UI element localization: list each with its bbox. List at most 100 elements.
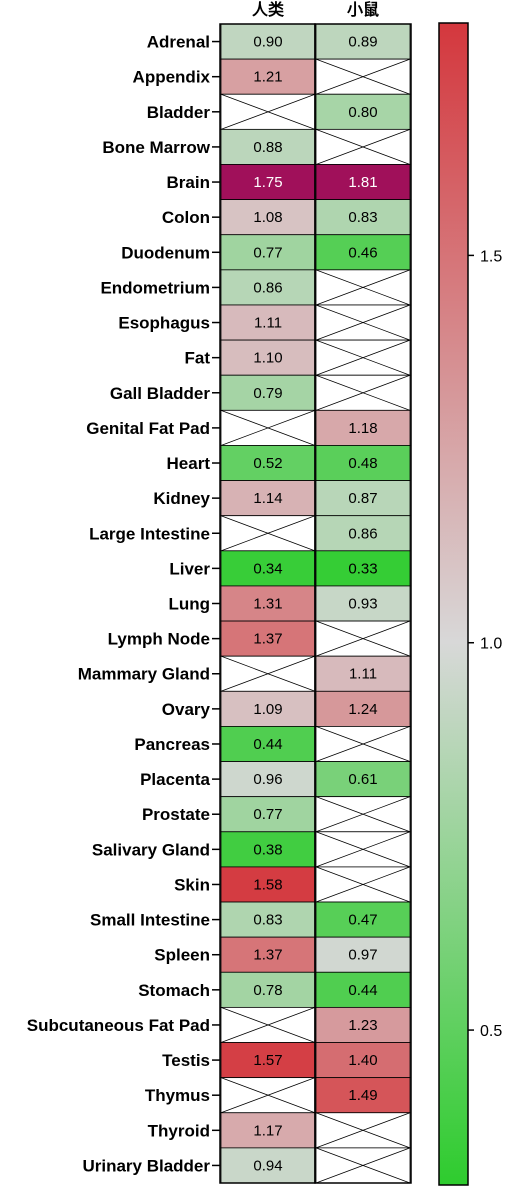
empty-cell-cross bbox=[315, 58, 411, 95]
colorbar-tick-label: 1.0 bbox=[480, 636, 502, 653]
empty-cell-cross bbox=[220, 655, 316, 692]
empty-cell-cross bbox=[315, 866, 411, 903]
empty-cell-cross bbox=[220, 93, 316, 130]
cell-value: 0.44 bbox=[348, 982, 377, 999]
heatmap-cell bbox=[315, 690, 411, 727]
heatmap-cell bbox=[315, 936, 411, 973]
heatmap-cell bbox=[315, 550, 411, 587]
row-label: Bladder bbox=[147, 103, 211, 122]
row-label: Appendix bbox=[133, 68, 211, 87]
column-labels: 人类 小鼠 bbox=[252, 0, 379, 19]
cell-value: 0.86 bbox=[348, 525, 377, 542]
cell-value: 1.57 bbox=[253, 1052, 282, 1069]
row-labels: Adrenal Appendix Bladder Bone Marrow Brain Co… bbox=[27, 33, 220, 1175]
heatmap-cell bbox=[220, 164, 316, 201]
row-label: Thymus bbox=[145, 1086, 210, 1105]
cell-value: 0.61 bbox=[348, 771, 377, 788]
cell-value: 0.80 bbox=[348, 104, 377, 121]
heatmap-cell bbox=[220, 1112, 316, 1149]
empty-cell-cross bbox=[315, 1112, 411, 1149]
cell-value: 1.23 bbox=[348, 1017, 377, 1034]
heatmap-cells: 0.90 0.89 1.21 0.80 0.88 1.75 1.81 1.08 0.83 0.77… bbox=[220, 23, 411, 1184]
row-label: Large Intestine bbox=[89, 524, 210, 543]
cell-value: 1.11 bbox=[349, 666, 377, 683]
cell-value: 0.83 bbox=[348, 209, 377, 226]
row-label: Adrenal bbox=[147, 33, 210, 52]
empty-cell-cross bbox=[315, 831, 411, 868]
cell-value: 1.24 bbox=[348, 701, 377, 718]
heatmap-cell bbox=[315, 93, 411, 130]
row-label: Genital Fat Pad bbox=[86, 419, 210, 438]
heatmap-cell bbox=[220, 761, 316, 798]
row-label: Bone Marrow bbox=[102, 138, 210, 157]
row-label: Liver bbox=[169, 559, 210, 578]
cell-value: 1.40 bbox=[348, 1052, 377, 1069]
row-label: Pancreas bbox=[134, 735, 210, 754]
row-label: Small Intestine bbox=[90, 911, 210, 930]
row-label: Heart bbox=[167, 454, 211, 473]
heatmap-cell bbox=[315, 655, 411, 692]
heatmap-cell bbox=[315, 480, 411, 517]
empty-cell-cross bbox=[220, 515, 316, 552]
heatmap-cell bbox=[220, 445, 316, 481]
cell-value: 0.46 bbox=[348, 244, 377, 261]
cell-value: 0.44 bbox=[253, 736, 282, 753]
heatmap-cell bbox=[220, 128, 316, 165]
colorbar-gradient bbox=[438, 22, 469, 1186]
row-label: Subcutaneous Fat Pad bbox=[27, 1016, 210, 1035]
row-label: Lung bbox=[168, 595, 210, 614]
cell-value: 1.37 bbox=[253, 631, 282, 648]
row-label: Mammary Gland bbox=[78, 665, 210, 684]
heatmap-cell bbox=[315, 901, 411, 938]
heatmap-cell bbox=[220, 866, 316, 903]
cell-value: 0.96 bbox=[253, 771, 282, 788]
heatmap-cell bbox=[220, 690, 316, 727]
row-label: Ovary bbox=[162, 700, 211, 719]
row-label: Endometrium bbox=[100, 278, 210, 297]
empty-cell-cross bbox=[220, 409, 316, 446]
row-label: Kidney bbox=[153, 489, 210, 508]
colorbar: 1.5 1.0 0.5 bbox=[438, 22, 502, 1186]
row-label: Duodenum bbox=[121, 243, 210, 262]
cell-value: 1.10 bbox=[253, 350, 282, 367]
row-label: Placenta bbox=[140, 770, 210, 789]
cell-value: 0.89 bbox=[348, 34, 377, 51]
heatmap-cell bbox=[315, 23, 411, 60]
cell-value: 1.11 bbox=[254, 315, 282, 332]
cell-value: 1.58 bbox=[253, 876, 282, 893]
empty-cell-cross bbox=[220, 1077, 316, 1114]
row-label: Testis bbox=[162, 1051, 210, 1070]
heatmap-cell bbox=[220, 1042, 316, 1079]
heatmap-cell bbox=[315, 164, 411, 201]
row-label: Salivary Gland bbox=[92, 840, 210, 859]
cell-value: 0.83 bbox=[253, 912, 282, 929]
heatmap-cell bbox=[220, 199, 316, 236]
cell-value: 0.78 bbox=[253, 982, 282, 999]
cell-value: 0.86 bbox=[253, 279, 282, 296]
row-label: Gall Bladder bbox=[110, 384, 211, 403]
cell-value: 0.48 bbox=[348, 455, 377, 472]
row-label: Fat bbox=[185, 349, 211, 368]
cell-value: 0.94 bbox=[253, 1157, 282, 1174]
column-frame bbox=[314, 23, 412, 1184]
row-label: Urinary Bladder bbox=[82, 1156, 210, 1175]
cell-value: 0.87 bbox=[348, 490, 377, 507]
heatmap-cell bbox=[220, 550, 316, 587]
heatmap-cell bbox=[315, 761, 411, 798]
empty-cell-cross bbox=[315, 374, 411, 411]
heatmap-cell bbox=[315, 971, 411, 1008]
heatmap-cell bbox=[220, 901, 316, 938]
cell-value: 0.93 bbox=[348, 596, 377, 613]
empty-cell-cross bbox=[315, 128, 411, 165]
heatmap-cell bbox=[315, 1077, 411, 1114]
cell-value: 1.14 bbox=[253, 490, 282, 507]
heatmap-cell bbox=[220, 620, 316, 657]
heatmap-cell bbox=[315, 515, 411, 552]
heatmap-cell bbox=[315, 1006, 411, 1043]
cell-value: 0.34 bbox=[253, 560, 282, 577]
cell-value: 0.77 bbox=[253, 806, 282, 823]
empty-cell-cross bbox=[315, 796, 411, 833]
column-label: 人类 bbox=[252, 0, 285, 19]
row-label: Prostate bbox=[142, 805, 210, 824]
